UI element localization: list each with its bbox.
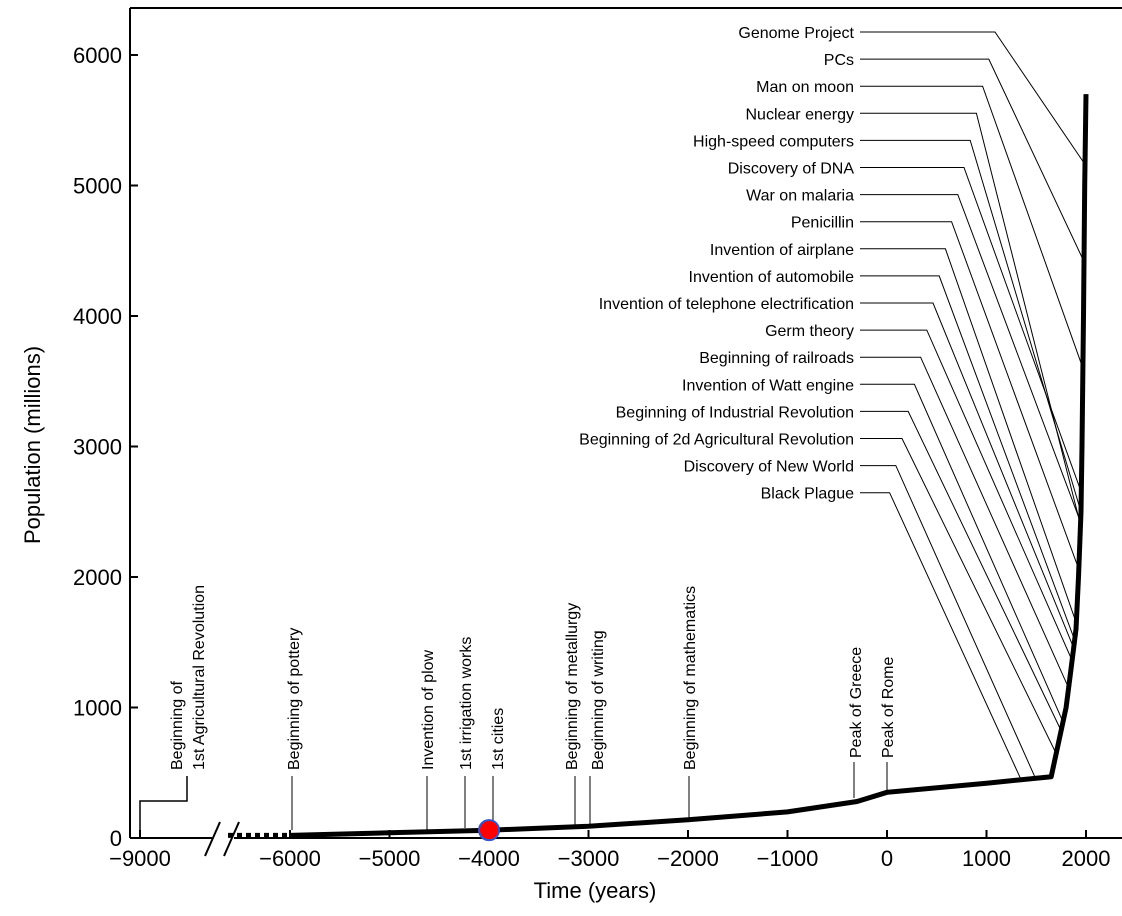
event-label: Invention of telephone electrification [599, 296, 854, 313]
event-label: Discovery of DNA [728, 161, 855, 178]
event-leader [860, 410, 1062, 731]
event-leader [860, 465, 1036, 779]
y-tick-label: 2000 [73, 565, 122, 590]
x-axis: −9000 −6000 −5000 −4000 −3000 −2000 −1000 0 1000… [109, 830, 1110, 871]
event-leader [860, 248, 1077, 624]
event-label: Invention of airplane [710, 242, 854, 259]
event-label: Discovery of New World [684, 459, 854, 476]
plot-frame [129, 7, 1122, 857]
x-tick-label: 1000 [962, 846, 1011, 871]
event-leader [860, 492, 1022, 780]
event-label: Peak of Rome [880, 657, 897, 758]
event-label: Invention of Watt engine [682, 377, 854, 394]
y-tick-label: 5000 [73, 174, 122, 199]
event-label: Beginning of metallurgy [564, 603, 581, 770]
event-label: Black Plague [761, 486, 854, 503]
event-leader [860, 58, 1085, 262]
event-label: Man on moon [756, 79, 854, 96]
event-labels: Beginning of 1st Agricultural Revolution B… [169, 25, 897, 770]
event-label: Germ theory [765, 323, 854, 340]
event-leader [860, 31, 1086, 165]
x-tick-label: −3000 [558, 846, 620, 871]
event-label: Beginning of Industrial Revolution [616, 404, 854, 421]
y-axis-title: Population (millions) [20, 346, 45, 544]
x-tick-label: −9000 [109, 846, 171, 871]
event-label: Beginning of writing [590, 630, 607, 770]
x-axis-title: Time (years) [534, 878, 657, 903]
y-tick-label: 1000 [73, 696, 122, 721]
event-label: Beginning of pottery [286, 628, 303, 770]
event-leader [860, 221, 1080, 570]
event-leader [860, 302, 1075, 649]
event-leader [860, 167, 1082, 493]
event-leader [860, 329, 1073, 661]
event-label: Nuclear energy [746, 106, 855, 123]
event-leader [860, 112, 1081, 525]
y-tick-label: 4000 [73, 304, 122, 329]
event-leader [860, 438, 1057, 754]
event-label: 1st cities [490, 708, 507, 770]
x-tick-label: −5000 [359, 846, 421, 871]
event-label: Penicillin [791, 215, 854, 232]
highlight-marker [478, 819, 500, 842]
event-label: Invention of plow [420, 649, 437, 770]
axis-break-mark [204, 821, 221, 857]
axis-break-mark [223, 821, 240, 857]
event-label: Genome Project [738, 25, 854, 42]
y-tick-label: 6000 [73, 43, 122, 68]
early-population-step [139, 776, 188, 838]
event-leader [860, 194, 1082, 523]
x-tick-label: −6000 [259, 846, 321, 871]
event-leader [860, 383, 1064, 723]
event-label: 1st irrigation works [458, 637, 475, 770]
event-label: Beginning of mathematics [682, 586, 699, 770]
event-leader-lines [291, 31, 1086, 830]
x-tick-label: −1000 [757, 846, 819, 871]
x-tick-label: 0 [881, 846, 893, 871]
event-leader [860, 356, 1070, 689]
x-tick-label: −2000 [657, 846, 719, 871]
x-tick-label: −4000 [458, 846, 520, 871]
y-tick-label: 3000 [73, 435, 122, 460]
event-leader [860, 275, 1076, 641]
event-label: Beginning of [169, 680, 186, 770]
population-line [289, 94, 1089, 838]
event-label: Peak of Greece [848, 647, 865, 758]
x-tick-label: 2000 [1062, 846, 1111, 871]
event-leader [860, 139, 1082, 512]
y-axis: 0 1000 2000 3000 4000 5000 6000 [73, 43, 138, 851]
event-label: PCs [824, 52, 854, 69]
event-label: High-speed computers [693, 133, 854, 150]
population-series [139, 94, 1089, 842]
event-label: Beginning of railroads [699, 350, 854, 367]
event-label: 1st Agricultural Revolution [191, 585, 208, 770]
event-label: War on malaria [746, 188, 854, 205]
event-label: Beginning of 2d Agricultural Revolution [579, 432, 854, 449]
y-tick-label: 0 [110, 826, 122, 851]
event-leader [860, 85, 1084, 369]
event-label: Invention of automobile [689, 269, 855, 286]
